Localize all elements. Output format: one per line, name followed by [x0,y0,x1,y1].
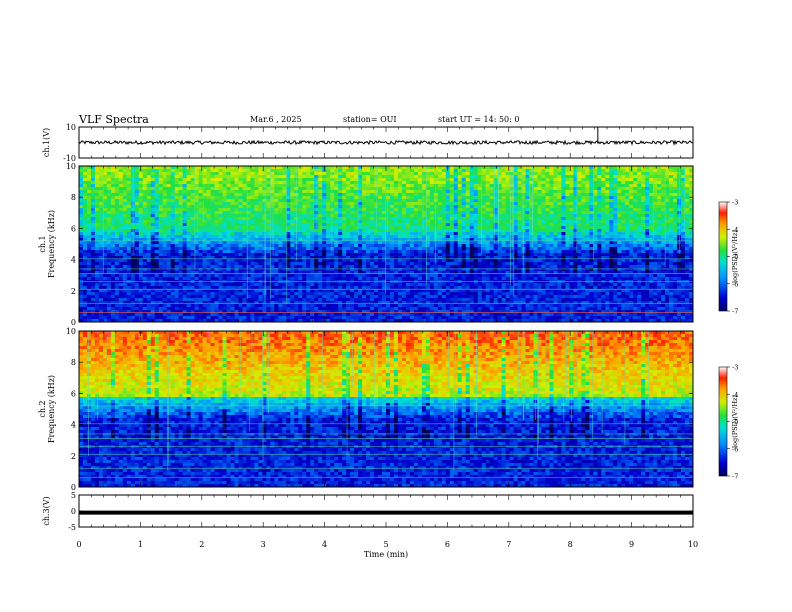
y-tick-label: 6 [71,224,76,233]
colorbar-tick-label: -3 [732,199,738,207]
colorbar-label: log(PSD)(V²/Hz) [731,395,739,448]
colorbar-scale [718,201,728,312]
axes: 0 2 4 6 8 10 ch.2 Frequency (kHz) [38,327,694,492]
chart-title: VLF Spectra [79,113,149,126]
x-tick-label: 5 [383,540,388,549]
y-tick-label: 4 [71,421,76,430]
x-tick-label: 4 [322,540,327,549]
y-axis-label: Frequency (kHz) [47,375,56,443]
y-tick-label: 0 [71,483,76,492]
waveform-ch1 [78,127,694,146]
y-axis-label: Frequency (kHz) [47,210,56,278]
y-tick-label: 5 [71,491,76,500]
x-tick-label: 9 [629,540,634,549]
y-tick-label: 2 [71,452,76,461]
y-tick-label: 10 [66,123,76,132]
x-tick-label: 2 [199,540,204,549]
x-axis-label: Time (min) [364,550,408,559]
colorbar-scale [718,366,728,477]
spectrogram-ch2 [79,331,694,488]
x-tick-label: 0 [76,540,81,549]
axes: 0 2 4 6 8 10 ch.1 Frequency (kHz) [38,162,694,327]
colorbar-tick-label: -6 [732,280,738,288]
colorbar-tick-label: -7 [732,308,738,316]
station-label: station= OUI [343,115,397,124]
colorbar-label: log(PSD)(V²/Hz) [731,230,739,283]
colorbar-tick-label: -4 [732,391,738,399]
y-axis-label: ch.3(V) [42,496,51,525]
y-tick-label: -10 [63,154,76,163]
y-tick-label: 10 [66,327,76,336]
y-axis-label: ch.2 [38,400,47,417]
date-label: Mar.6 , 2025 [250,115,302,124]
y-axis-label: ch.1(V) [42,128,51,157]
y-tick-label: -5 [68,523,76,532]
x-tick-label: 8 [568,540,573,549]
y-tick-label: 0 [71,507,76,516]
colorbar-tick-label: -3 [732,364,738,372]
colorbar-tick-label: -4 [732,226,738,234]
colorbar-ch2: -3 -4 -5 -6 -7 log(PSD)(V²/Hz) [718,364,739,481]
y-tick-label: 8 [71,193,76,202]
x-tick-label: 3 [261,540,266,549]
x-tick-label: 10 [688,540,698,549]
colorbar-tick-label: -5 [732,418,738,426]
start-time-label: start UT = 14: 50: 0 [438,115,520,124]
waveform-line [78,139,694,146]
y-tick-label: 4 [71,256,76,265]
colorbar-tick-label: -6 [732,445,738,453]
y-tick-label: 10 [66,162,76,171]
axes: 10 -10 ch.1(V) [42,123,694,163]
y-tick-label: 0 [71,318,76,327]
y-tick-label: 8 [71,358,76,367]
x-tick-label: 6 [445,540,450,549]
y-tick-label: 2 [71,287,76,296]
x-tick-label: 1 [138,540,143,549]
colorbar-ch1: -3 -4 -5 -6 -7 log(PSD)(V²/Hz) [718,199,739,316]
y-tick-label: 6 [71,389,76,398]
axes: 5 0 -5 ch.3(V) [42,491,694,532]
x-tick-label: 7 [506,540,511,549]
colorbar-tick-label: -5 [732,253,738,261]
y-axis-label: ch.1 [38,235,47,252]
spectrogram-ch1 [79,166,694,323]
colorbar-tick-label: -7 [732,473,738,481]
